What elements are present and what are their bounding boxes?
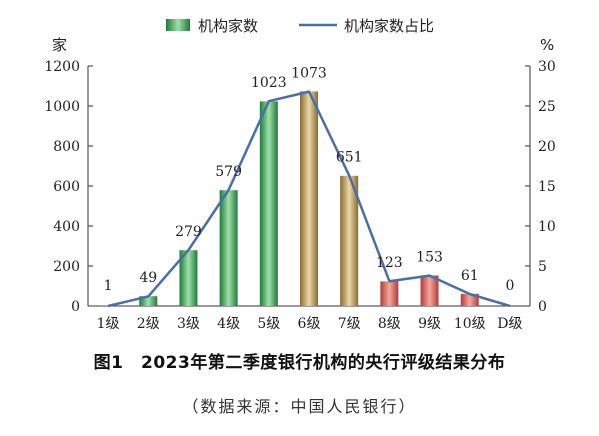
value-label: 49: [139, 270, 157, 286]
x-tick-label: D级: [497, 316, 522, 332]
bar-2级: [139, 296, 158, 306]
x-tick-label: 1级: [97, 316, 120, 332]
left-axis-ticks: 0 200 400 600 800 1000 1200: [44, 59, 93, 315]
legend: 机构家数 机构家数占比: [166, 17, 434, 35]
value-label: 1023: [251, 75, 287, 91]
left-tick-label: 1200: [44, 59, 80, 75]
right-tick-label: 30: [538, 59, 556, 75]
line-series: [107, 90, 511, 308]
right-tick-label: 0: [538, 299, 547, 315]
value-label: 579: [215, 164, 242, 180]
x-tick-label: 5级: [257, 316, 280, 332]
right-axis-ticks: 0 5 10 15 20 25 30: [525, 59, 556, 315]
value-label: 1073: [291, 65, 327, 81]
legend-bar-swatch: [166, 19, 190, 31]
bar-8级: [380, 281, 399, 306]
x-tick-label: 6级: [298, 316, 321, 332]
bar-10级: [460, 293, 479, 306]
right-tick-label: 5: [538, 259, 547, 275]
x-tick-label: 3级: [177, 316, 200, 332]
bar-series: [99, 91, 479, 307]
bar-7级: [340, 175, 359, 306]
legend-line-label: 机构家数占比: [344, 17, 434, 35]
left-tick-label: 1000: [44, 99, 80, 115]
value-label: 651: [336, 150, 363, 166]
left-tick-label: 0: [71, 299, 80, 315]
right-tick-label: 15: [538, 179, 556, 195]
right-axis-unit: %: [540, 36, 554, 54]
figure-caption: 图1 2023年第二季度银行机构的央行评级结果分布: [93, 353, 506, 373]
value-label: 61: [461, 268, 479, 284]
legend-bar-label: 机构家数: [198, 17, 258, 35]
x-tick-label: 10级: [454, 316, 486, 332]
bar-9级: [420, 275, 439, 306]
value-label: 279: [175, 224, 202, 240]
bar-6级: [300, 91, 318, 307]
value-label: 153: [416, 249, 443, 265]
left-tick-label: 600: [53, 179, 80, 195]
right-tick-label: 25: [538, 99, 556, 115]
bar-4级: [219, 190, 238, 306]
x-tick-label: 4级: [217, 316, 240, 332]
left-axis-unit: 家: [52, 36, 67, 54]
x-tick-label: 8级: [378, 316, 401, 332]
x-tick-label: 9级: [418, 316, 441, 332]
left-tick-label: 800: [53, 139, 80, 155]
bar-3级: [179, 250, 198, 306]
data-source: （数据来源：中国人民银行）: [182, 397, 417, 416]
share-line: [107, 90, 511, 308]
right-tick-label: 10: [538, 219, 556, 235]
value-label: 0: [505, 278, 514, 294]
x-axis-labels: 1级 2级 3级 4级 5级 6级 7级 8级 9级 10级 D级: [97, 316, 523, 332]
value-label: 123: [376, 255, 403, 271]
left-tick-label: 200: [53, 259, 80, 275]
value-label: 1: [104, 278, 113, 294]
bar-5级: [259, 101, 278, 307]
right-tick-label: 20: [538, 139, 556, 155]
x-tick-label: 7级: [338, 316, 361, 332]
x-tick-label: 2级: [137, 316, 160, 332]
left-tick-label: 400: [53, 219, 80, 235]
